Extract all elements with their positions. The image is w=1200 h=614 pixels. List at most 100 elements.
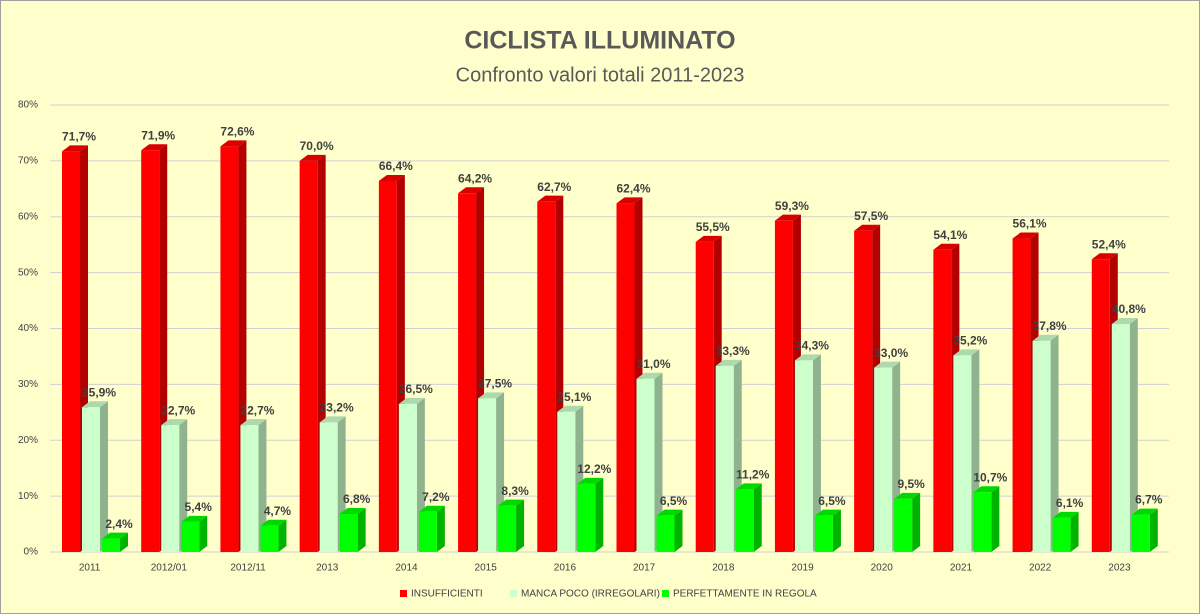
bar-side bbox=[199, 515, 208, 552]
y-tick-label: 80% bbox=[18, 100, 38, 111]
bar-top bbox=[794, 354, 821, 361]
data-label: 8,3% bbox=[501, 484, 529, 498]
bar-side bbox=[357, 508, 366, 552]
bar-side bbox=[674, 509, 683, 552]
data-label: 2,4% bbox=[105, 517, 133, 531]
data-label: 35,2% bbox=[953, 333, 987, 347]
x-tick-label: 2021 bbox=[950, 563, 973, 574]
y-tick-label: 60% bbox=[18, 211, 38, 222]
data-label: 33,3% bbox=[716, 344, 750, 358]
data-label: 70,0% bbox=[300, 139, 334, 153]
bar bbox=[1052, 517, 1071, 552]
bar bbox=[636, 378, 655, 552]
bar bbox=[378, 180, 397, 553]
data-label: 6,8% bbox=[343, 492, 371, 506]
bar-top bbox=[260, 519, 287, 526]
bar bbox=[656, 515, 675, 552]
bar-side bbox=[912, 492, 921, 552]
bar-top bbox=[973, 486, 1000, 493]
x-tick-label: 2023 bbox=[1108, 563, 1131, 574]
bar-side bbox=[654, 372, 663, 552]
bar-top bbox=[616, 197, 643, 204]
data-label: 6,7% bbox=[1135, 493, 1163, 507]
bar bbox=[240, 425, 259, 552]
bar-top bbox=[695, 235, 722, 242]
bar bbox=[557, 411, 576, 552]
data-label: 54,1% bbox=[933, 228, 967, 242]
bar bbox=[398, 403, 417, 552]
bar bbox=[1131, 514, 1150, 552]
x-tick-label: 2020 bbox=[871, 563, 894, 574]
data-label: 26,5% bbox=[399, 382, 433, 396]
x-tick-label: 2011 bbox=[79, 563, 101, 574]
y-tick-label: 40% bbox=[18, 323, 38, 334]
legend-label: MANCA POCO (IRREGOLARI) bbox=[521, 589, 660, 600]
bar bbox=[319, 422, 338, 552]
x-tick-label: 2017 bbox=[633, 563, 656, 574]
bar bbox=[181, 521, 200, 552]
bar-side bbox=[436, 505, 445, 552]
data-label: 22,7% bbox=[240, 403, 274, 417]
y-tick-label: 20% bbox=[18, 435, 38, 446]
bar bbox=[339, 514, 358, 552]
bar-top bbox=[953, 349, 980, 356]
data-label: 4,7% bbox=[264, 504, 292, 518]
bar-top bbox=[418, 505, 445, 512]
bar-side bbox=[100, 401, 108, 552]
data-label: 5,4% bbox=[185, 500, 213, 514]
bar-top bbox=[557, 405, 584, 412]
data-label: 7,2% bbox=[422, 490, 450, 504]
bar-top bbox=[82, 401, 108, 408]
data-label: 6,1% bbox=[1056, 496, 1084, 510]
data-label: 6,5% bbox=[818, 494, 846, 508]
bar-top bbox=[656, 509, 683, 516]
bar-top bbox=[478, 392, 505, 399]
x-tick-label: 2013 bbox=[316, 563, 339, 574]
bar bbox=[498, 505, 517, 552]
bar-side bbox=[812, 354, 821, 552]
x-tick-label: 2015 bbox=[475, 563, 498, 574]
bar bbox=[418, 511, 437, 552]
bar bbox=[102, 538, 120, 552]
data-label: 66,4% bbox=[379, 159, 413, 173]
bar-top bbox=[854, 224, 881, 231]
bar bbox=[299, 160, 318, 552]
bar bbox=[1091, 259, 1110, 552]
legend-swatch bbox=[400, 590, 407, 597]
data-label: 56,1% bbox=[1013, 217, 1047, 231]
bar-top bbox=[874, 361, 901, 368]
bar-top bbox=[240, 419, 267, 426]
data-label: 62,7% bbox=[537, 180, 571, 194]
bar-top bbox=[181, 515, 208, 522]
bar-top bbox=[378, 174, 405, 181]
bar bbox=[1032, 340, 1051, 552]
data-label: 9,5% bbox=[897, 477, 925, 491]
bar-top bbox=[715, 359, 742, 366]
bar bbox=[141, 150, 160, 553]
bar bbox=[1012, 238, 1031, 552]
bar-top bbox=[933, 243, 960, 250]
bar-side bbox=[516, 499, 525, 552]
bar bbox=[577, 483, 596, 552]
data-label: 23,2% bbox=[320, 401, 354, 415]
x-tick-label: 2019 bbox=[791, 563, 814, 574]
bar-top bbox=[894, 492, 921, 499]
bar bbox=[458, 193, 477, 552]
data-label: 62,4% bbox=[616, 182, 650, 196]
bar-side bbox=[595, 477, 604, 552]
data-label: 52,4% bbox=[1092, 237, 1126, 251]
bar-top bbox=[814, 509, 841, 516]
bar bbox=[715, 365, 734, 552]
data-label: 33,0% bbox=[874, 346, 908, 360]
bar-top bbox=[319, 416, 346, 423]
bar-top bbox=[1052, 511, 1079, 518]
data-label: 40,8% bbox=[1112, 302, 1146, 316]
bar-side bbox=[120, 532, 128, 552]
y-tick-label: 50% bbox=[18, 267, 38, 278]
bar-top bbox=[62, 145, 88, 152]
bar bbox=[82, 407, 100, 552]
bar bbox=[933, 249, 952, 552]
bar-side bbox=[1129, 318, 1138, 552]
bar-side bbox=[179, 419, 188, 552]
